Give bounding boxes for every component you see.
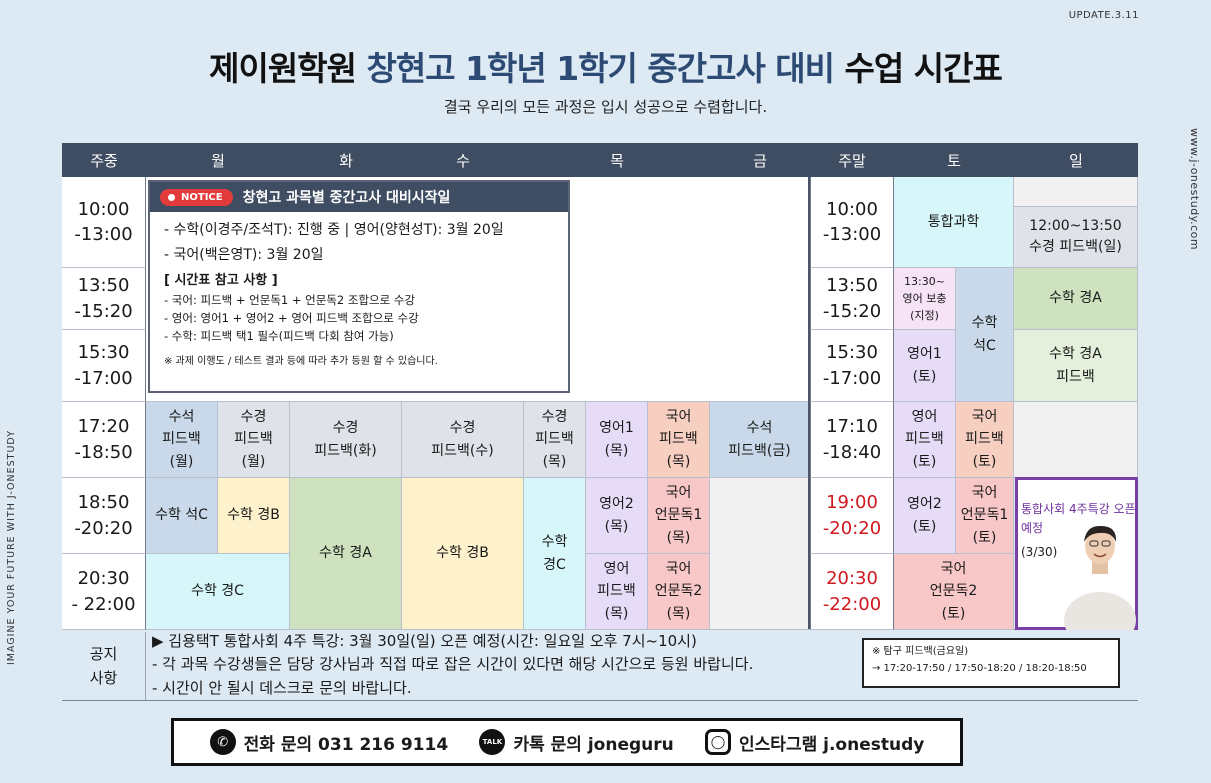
time-weekday-5: 18:50 -20:20 bbox=[62, 478, 146, 554]
footer-note: ▶ 김용택T 통합사회 4주 특강: 3월 30일(일) 오픈 예정(시간: 일… bbox=[152, 632, 697, 650]
class-sat-eng-feedback: 영어 피드백 (토) bbox=[894, 402, 956, 478]
time-weekend-6: 20:30 -22:00 bbox=[810, 554, 894, 630]
time-weekday-3: 15:30 -17:00 bbox=[62, 330, 146, 402]
class-sat-kor-read2: 국어 언문독2 (토) bbox=[894, 554, 1014, 630]
time-weekend-5: 19:00 -20:20 bbox=[810, 478, 894, 554]
class-sun-math-gyeong-a: 수학 경A bbox=[1014, 268, 1138, 330]
class-fri-seok-feedback: 수석 피드백(금) bbox=[710, 402, 810, 478]
notice-ref-line: - 국어: 피드백 + 언문독1 + 언문독2 조합으로 수강 bbox=[164, 292, 416, 307]
class-mon-seok-feedback: 수석 피드백 (월) bbox=[146, 402, 218, 478]
phone-icon: ✆ bbox=[209, 729, 236, 755]
class-thu-kor-read2: 국어 언문독2 (목) bbox=[648, 554, 710, 630]
time-weekend-1: 10:00 -13:00 bbox=[810, 177, 894, 268]
class-sat-math-seok-c: 수학 석C bbox=[956, 268, 1014, 402]
time-weekend-2: 13:50 -15:20 bbox=[810, 268, 894, 330]
class-wed-math-gyeong-b: 수학 경B bbox=[402, 478, 524, 630]
header-sun: 일 bbox=[1014, 143, 1138, 177]
contact-insta-text: 인스타그램 j.onestudy bbox=[739, 734, 925, 755]
class-sat-eng2: 영어2 (토) bbox=[894, 478, 956, 554]
time-weekday-1: 10:00 -13:00 bbox=[62, 177, 146, 268]
time-weekend-3: 15:30 -17:00 bbox=[810, 330, 894, 402]
class-sun-gyeong-feedback: 12:00~13:50 수경 피드백(일) bbox=[1014, 207, 1138, 268]
tamgu-times: → 17:20-17:50 / 17:50-18:20 / 18:20-18:5… bbox=[872, 662, 1087, 674]
class-tue-math-gyeong-a: 수학 경A bbox=[290, 478, 402, 630]
time-weekday-6: 20:30 - 22:00 bbox=[62, 554, 146, 630]
website-url: www.j-onestudy.com bbox=[1188, 128, 1201, 251]
class-thu-eng-feedback: 영어 피드백 (목) bbox=[586, 554, 648, 630]
contact-kakao-text: 카톡 문의 joneguru bbox=[513, 734, 674, 755]
header-fri: 금 bbox=[710, 143, 810, 177]
notice-footnote: ※ 과제 이행도 / 테스트 결과 등에 따라 추가 등원 할 수 있습니다. bbox=[164, 355, 438, 367]
time-weekday-2: 13:50 -15:20 bbox=[62, 268, 146, 330]
header-weekday: 주중 bbox=[62, 143, 146, 177]
class-thu-kor-read1: 국어 언문독1 (목) bbox=[648, 478, 710, 554]
class-sat-kor-feedback: 국어 피드백 (토) bbox=[956, 402, 1014, 478]
notice-ref-line: - 영어: 영어1 + 영어2 + 영어 피드백 조합으로 수강 bbox=[164, 310, 419, 325]
slogan: IMAGINE YOUR FUTURE WITH J-ONESTUDY bbox=[6, 430, 17, 666]
tamgu-feedback-box: ※ 탐구 피드백(금요일) → 17:20-17:50 / 17:50-18:2… bbox=[862, 638, 1120, 688]
page-title: 제이원학원 창현고 1학년 1학기 중간고사 대비 수업 시간표 bbox=[209, 49, 1003, 88]
class-sat-eng1: 영어1 (토) bbox=[894, 330, 956, 402]
footer-note: - 시간이 안 될시 데스크로 문의 바랍니다. bbox=[152, 678, 412, 697]
class-tue-gyeong-feedback: 수경 피드백(화) bbox=[290, 402, 402, 478]
contact-insta[interactable]: ◯ 인스타그램 j.onestudy bbox=[705, 729, 924, 755]
notice-line: - 수학(이경주/조석T): 진행 중 | 영어(양현성T): 3월 20일 bbox=[164, 222, 504, 238]
header-thu: 목 bbox=[524, 143, 710, 177]
weekday-weekend-divider bbox=[808, 177, 810, 629]
class-mon-math-gyeong-c: 수학 경C bbox=[146, 554, 290, 630]
class-thu-eng2: 영어2 (목) bbox=[586, 478, 648, 554]
notice-title: 창현고 과목별 중간고사 대비시작일 bbox=[242, 190, 451, 206]
class-thu-math-gyeong-c: 수학 경C bbox=[524, 478, 586, 630]
fri-blank bbox=[710, 478, 810, 630]
class-mon-math-gyeong-b: 수학 경B bbox=[218, 478, 290, 554]
notice-ref-title: [ 시간표 참고 사항 ] bbox=[164, 273, 278, 288]
class-thu-kor-feedback: 국어 피드백 (목) bbox=[648, 402, 710, 478]
instructor-photo bbox=[1064, 525, 1136, 630]
footer-label: 공지 사항 bbox=[62, 632, 146, 700]
class-sat-kor-read1: 국어 언문독1 (토) bbox=[956, 478, 1014, 554]
timetable: 주중 월 화 수 목 금 주말 토 일 10:00 -13:00 13:50 -… bbox=[62, 143, 1138, 630]
instagram-icon: ◯ bbox=[705, 729, 732, 755]
header-wed: 수 bbox=[402, 143, 524, 177]
special-lecture-box: 통합사회 4주특강 오픈예정 (3/30) bbox=[1015, 477, 1138, 630]
notice-line: - 국어(백은영T): 3월 20일 bbox=[164, 246, 324, 263]
contact-phone[interactable]: ✆ 전화 문의 031 216 9114 bbox=[209, 729, 449, 755]
footer-divider bbox=[62, 700, 1138, 701]
time-weekday-4: 17:20 -18:50 bbox=[62, 402, 146, 478]
class-thu-gyeong-feedback: 수경 피드백 (목) bbox=[524, 402, 586, 478]
header-mon: 월 bbox=[146, 143, 290, 177]
kakaotalk-icon: TALK bbox=[479, 729, 506, 755]
class-sat-science: 통합과학 bbox=[894, 177, 1014, 268]
class-thu-eng1: 영어1 (목) bbox=[586, 402, 648, 478]
sun-blank-mid bbox=[1014, 402, 1138, 478]
footer-note: - 각 과목 수강생들은 담당 강사님과 직접 따로 잡은 시간이 있다면 해당… bbox=[152, 655, 754, 674]
header-weekend: 주말 bbox=[810, 143, 894, 177]
class-sun-math-gyeong-a-feedback: 수학 경A 피드백 bbox=[1014, 330, 1138, 402]
time-weekend-4: 17:10 -18:40 bbox=[810, 402, 894, 478]
contact-bar: ✆ 전화 문의 031 216 9114 TALK 카톡 문의 joneguru… bbox=[171, 718, 963, 766]
contact-phone-text: 전화 문의 031 216 9114 bbox=[243, 734, 449, 755]
tamgu-title: ※ 탐구 피드백(금요일) bbox=[872, 646, 969, 657]
header-sat: 토 bbox=[894, 143, 1014, 177]
class-sat-eng-supplement: 13:30~ 영어 보충 (지정) bbox=[894, 268, 956, 330]
footer-notes: ▶ 김용택T 통합사회 4주 특강: 3월 30일(일) 오픈 예정(시간: 일… bbox=[152, 630, 753, 700]
contact-kakao[interactable]: TALK 카톡 문의 joneguru bbox=[479, 729, 674, 755]
notice-box: NOTICE 창현고 과목별 중간고사 대비시작일 - 수학(이경주/조석T):… bbox=[148, 180, 570, 393]
notice-badge: NOTICE bbox=[160, 188, 233, 206]
class-mon-math-seok-c: 수학 석C bbox=[146, 478, 218, 554]
special-lecture-date: (3/30) bbox=[1021, 545, 1058, 559]
notice-header: NOTICE 창현고 과목별 중간고사 대비시작일 bbox=[150, 182, 568, 212]
header-tue: 화 bbox=[290, 143, 402, 177]
special-lecture-text: 통합사회 4주특강 오픈예정 bbox=[1021, 502, 1136, 536]
sun-blank-top bbox=[1014, 177, 1138, 207]
class-wed-gyeong-feedback: 수경 피드백(수) bbox=[402, 402, 524, 478]
update-label: UPDATE.3.11 bbox=[1068, 10, 1139, 21]
page-subtitle: 결국 우리의 모든 과정은 입시 성공으로 수렴합니다. bbox=[443, 98, 768, 116]
class-mon-gyeong-feedback: 수경 피드백 (월) bbox=[218, 402, 290, 478]
notice-ref-line: - 수학: 피드백 택1 필수(피드백 다회 참여 가능) bbox=[164, 329, 394, 344]
